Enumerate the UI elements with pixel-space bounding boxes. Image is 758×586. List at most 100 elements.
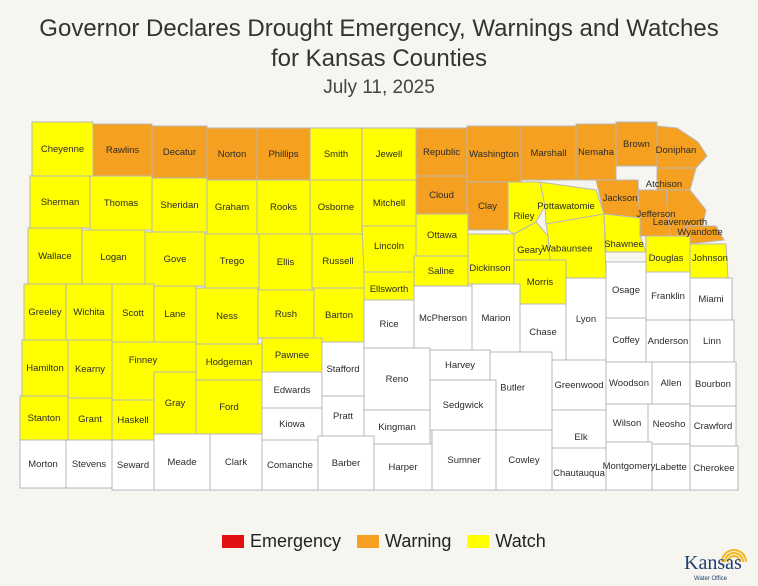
county-label-meade: Meade [167, 457, 196, 468]
county-label-norton: Norton [218, 149, 247, 160]
county-label-gove: Gove [164, 254, 187, 265]
county-label-neosho: Neosho [653, 419, 686, 430]
county-label-nemaha: Nemaha [578, 147, 615, 158]
county-label-ellis: Ellis [277, 257, 295, 268]
county-label-osborne: Osborne [318, 202, 354, 213]
county-label-jackson: Jackson [603, 193, 638, 204]
county-label-wyandotte: Wyandotte [677, 227, 722, 238]
county-label-seward: Seward [117, 460, 149, 471]
legend: Emergency Warning Watch [222, 531, 554, 552]
county-label-lyon: Lyon [576, 314, 596, 325]
county-label-marion: Marion [481, 313, 510, 324]
county-label-douglas: Douglas [649, 253, 684, 264]
legend-label-warning: Warning [385, 531, 452, 551]
county-label-ford: Ford [219, 402, 239, 413]
county-label-chautauqua: Chautauqua [553, 468, 605, 479]
county-label-russell: Russell [322, 256, 353, 267]
logo-name: Kansas [684, 552, 742, 574]
county-label-kearny: Kearny [75, 364, 105, 375]
county-label-elk: Elk [574, 432, 587, 443]
legend-item-watch: Watch [467, 531, 546, 552]
county-label-pratt: Pratt [333, 411, 353, 422]
county-label-wallace: Wallace [38, 251, 71, 262]
county-label-republic: Republic [423, 147, 460, 158]
county-label-logan: Logan [100, 252, 126, 263]
county-label-miami: Miami [698, 294, 723, 305]
county-label-linn: Linn [703, 336, 721, 347]
county-label-woodson: Woodson [609, 378, 649, 389]
county-label-bourbon: Bourbon [695, 379, 731, 390]
legend-swatch-watch [467, 535, 490, 548]
county-label-barber: Barber [332, 458, 361, 469]
title-line-1: Governor Declares Drought Emergency, War… [39, 15, 719, 42]
county-label-haskell: Haskell [117, 415, 148, 426]
county-label-saline: Saline [428, 266, 454, 277]
county-label-anderson: Anderson [648, 336, 689, 347]
legend-item-emergency: Emergency [222, 531, 341, 552]
county-label-finney: Finney [129, 355, 158, 366]
county-label-greenwood: Greenwood [554, 380, 603, 391]
county-label-jefferson: Jefferson [637, 209, 676, 220]
county-label-sherman: Sherman [41, 197, 80, 208]
county-label-grant: Grant [78, 414, 102, 425]
county-label-crawford: Crawford [694, 421, 733, 432]
county-label-stanton: Stanton [28, 413, 61, 424]
county-label-morris: Morris [527, 277, 554, 288]
county-label-gray: Gray [165, 398, 186, 409]
county-label-thomas: Thomas [104, 198, 139, 209]
county-label-montgomery: Montgomery [603, 461, 656, 472]
county-label-mcpherson: McPherson [419, 313, 467, 324]
legend-label-watch: Watch [495, 531, 546, 551]
county-label-reno: Reno [386, 374, 409, 385]
legend-swatch-emergency [222, 535, 244, 548]
county-label-johnson: Johnson [692, 253, 728, 264]
county-label-lane: Lane [164, 309, 185, 320]
county-label-coffey: Coffey [612, 335, 640, 346]
county-label-morton: Morton [28, 459, 58, 470]
county-label-hamilton: Hamilton [26, 363, 64, 374]
county-label-kingman: Kingman [378, 422, 416, 433]
county-label-labette: Labette [655, 462, 687, 473]
map-date: July 11, 2025 [323, 77, 435, 98]
county-label-clay: Clay [478, 201, 497, 212]
county-label-marshall: Marshall [531, 148, 567, 159]
county-label-cheyenne: Cheyenne [41, 144, 84, 155]
county-label-sumner: Sumner [447, 455, 480, 466]
county-label-harper: Harper [388, 462, 417, 473]
county-label-lincoln: Lincoln [374, 241, 404, 252]
county-label-barton: Barton [325, 310, 353, 321]
county-label-wichita: Wichita [73, 307, 105, 318]
county-label-phillips: Phillips [268, 149, 298, 160]
county-label-franklin: Franklin [651, 291, 685, 302]
county-label-wilson: Wilson [613, 418, 642, 429]
county-label-atchison: Atchison [646, 179, 682, 190]
county-label-trego: Trego [220, 256, 244, 267]
county-label-butler: Butler [500, 382, 525, 393]
county-label-doniphan: Doniphan [656, 145, 697, 156]
county-label-graham: Graham [215, 202, 249, 213]
county-label-ellsworth: Ellsworth [370, 284, 409, 295]
county-label-allen: Allen [660, 378, 681, 389]
sun-icon [721, 549, 747, 563]
county-label-smith: Smith [324, 149, 348, 160]
county-label-chase: Chase [529, 327, 556, 338]
county-label-pawnee: Pawnee [275, 350, 309, 361]
county-label-cowley: Cowley [508, 455, 539, 466]
county-label-clark: Clark [225, 457, 247, 468]
county-label-scott: Scott [122, 308, 144, 319]
title-line-2: for Kansas Counties [270, 45, 488, 72]
county-label-mitchell: Mitchell [373, 198, 405, 209]
county-label-washington: Washington [469, 149, 519, 160]
county-label-kiowa: Kiowa [279, 419, 306, 430]
county-label-rice: Rice [379, 319, 398, 330]
county-label-rush: Rush [275, 309, 297, 320]
kansas-water-office-logo: Kansas Water Office [684, 544, 754, 584]
county-cherokee [689, 445, 739, 491]
county-label-wabaunsee: Wabaunsee [542, 243, 592, 254]
county-label-ottawa: Ottawa [427, 230, 458, 241]
county-label-jewell: Jewell [376, 149, 402, 160]
county-label-hodgeman: Hodgeman [206, 357, 252, 368]
county-label-harvey: Harvey [445, 360, 475, 371]
county-label-sedgwick: Sedgwick [443, 400, 484, 411]
county-label-rooks: Rooks [270, 202, 297, 213]
